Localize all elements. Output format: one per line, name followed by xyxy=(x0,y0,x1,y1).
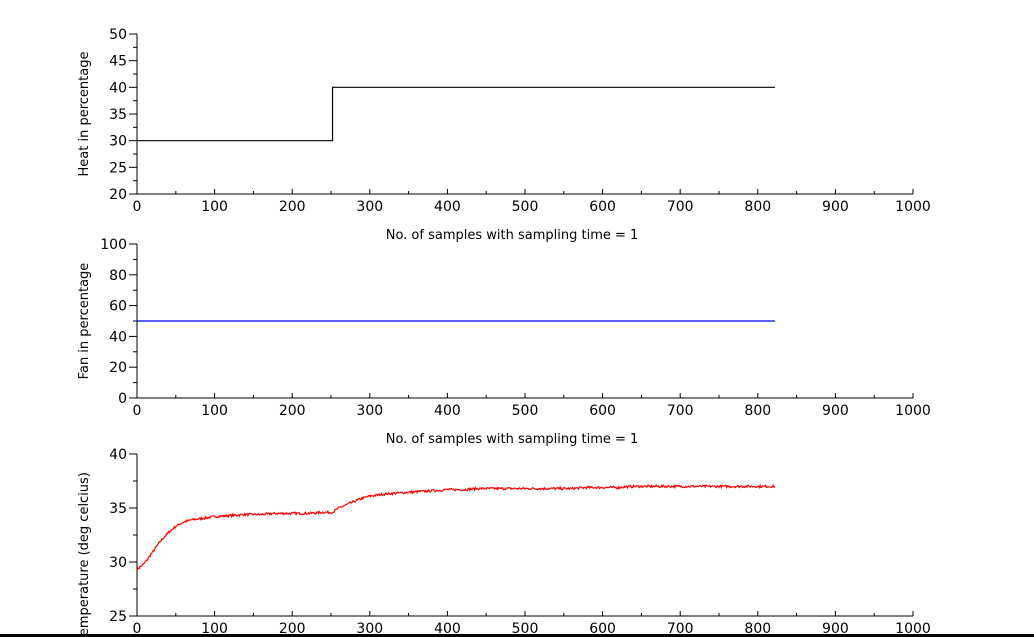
x-tick-label: 100 xyxy=(201,621,228,637)
x-tick-label: 900 xyxy=(822,403,849,419)
y-tick-label: 40 xyxy=(109,447,127,463)
y-tick-label: 30 xyxy=(109,555,127,571)
y-axis-title: Temperature (deg celcius) xyxy=(77,472,92,637)
y-tick-label: 100 xyxy=(100,237,127,253)
x-tick-label: 500 xyxy=(512,621,539,637)
y-tick-label: 50 xyxy=(109,27,127,43)
fan-subplot: 0 100 200 300 400 500 600 700 800 900 1000 0 20 40 60 8… xyxy=(77,237,931,447)
x-axis-title: No. of samples with sampling time = 1 xyxy=(386,228,639,243)
x-tick-label: 700 xyxy=(667,621,694,637)
y-tick-label: 0 xyxy=(118,391,127,407)
x-tick-label: 0 xyxy=(133,403,142,419)
y-axis-title: Fan in percentage xyxy=(77,263,92,380)
y-axis-title: Heat in percentage xyxy=(77,52,92,177)
x-tick-label: 400 xyxy=(434,199,461,215)
x-tick-label: 200 xyxy=(279,403,306,419)
y-tick-label: 25 xyxy=(109,609,127,625)
x-tick-label: 1000 xyxy=(895,199,931,215)
temperature-subplot: 0 100 200 300 400 500 600 700 800 900 1000 25 30 35 40… xyxy=(77,447,931,637)
y-tick-label: 40 xyxy=(109,329,127,345)
x-tick-label: 400 xyxy=(434,621,461,637)
y-tick-label: 80 xyxy=(109,268,127,284)
series-line xyxy=(137,86,775,142)
x-tick-label: 1000 xyxy=(895,621,931,637)
x-tick-label: 600 xyxy=(589,199,616,215)
x-tick-label: 800 xyxy=(744,199,771,215)
x-tick-label: 700 xyxy=(667,199,694,215)
x-tick-label: 100 xyxy=(201,403,228,419)
y-tick-label: 60 xyxy=(109,299,127,315)
x-tick-label: 700 xyxy=(667,403,694,419)
x-tick-label: 300 xyxy=(356,621,383,637)
y-tick-label: 25 xyxy=(109,160,127,176)
x-tick-label: 600 xyxy=(589,403,616,419)
x-tick-label: 1000 xyxy=(895,403,931,419)
x-tick-label: 500 xyxy=(512,403,539,419)
window-bottom-edge xyxy=(0,634,1034,637)
x-tick-label: 900 xyxy=(822,621,849,637)
y-tick-label: 35 xyxy=(109,501,127,517)
x-tick-label: 400 xyxy=(434,403,461,419)
x-tick-label: 200 xyxy=(279,621,306,637)
x-tick-label: 200 xyxy=(279,199,306,215)
y-tick-label: 40 xyxy=(109,80,127,96)
x-tick-label: 300 xyxy=(356,403,383,419)
x-tick-label: 500 xyxy=(512,199,539,215)
y-tick-label: 45 xyxy=(109,54,127,70)
x-axis-title: No. of samples with sampling time = 1 xyxy=(386,432,639,447)
y-tick-label: 20 xyxy=(109,360,127,376)
x-tick-label: 0 xyxy=(133,199,142,215)
x-tick-label: 0 xyxy=(133,621,142,637)
y-tick-label: 20 xyxy=(109,187,127,203)
y-tick-label: 35 xyxy=(109,107,127,123)
heat-subplot: 0 100 200 300 400 500 600 700 800 900 1000 20 25 30 35… xyxy=(77,27,931,243)
x-tick-label: 600 xyxy=(589,621,616,637)
series-line xyxy=(137,483,776,571)
x-tick-label: 800 xyxy=(744,403,771,419)
x-tick-label: 800 xyxy=(744,621,771,637)
x-tick-label: 900 xyxy=(822,199,849,215)
y-tick-label: 30 xyxy=(109,134,127,150)
x-tick-label: 100 xyxy=(201,199,228,215)
x-tick-label: 300 xyxy=(356,199,383,215)
